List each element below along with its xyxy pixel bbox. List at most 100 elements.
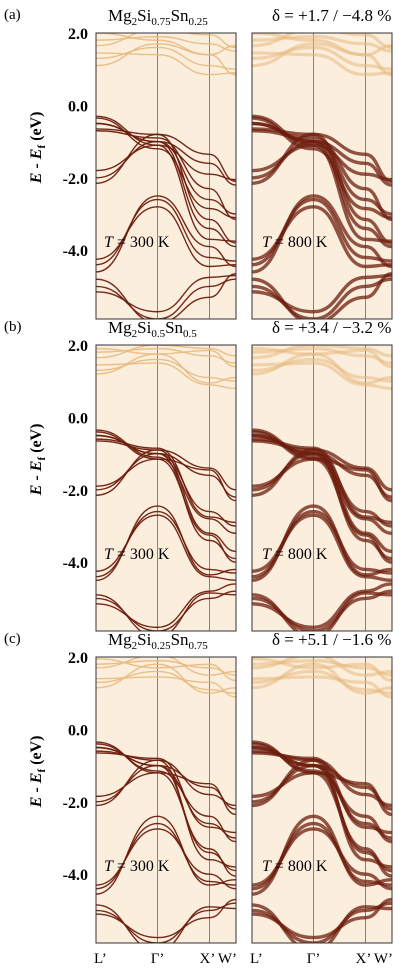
band-line [252, 662, 392, 695]
plot-300k: T = 300 K [95, 344, 237, 632]
band-line [96, 130, 236, 221]
plot-frame [251, 656, 393, 944]
panel-formula: Mg2Si0.75Sn0.25 [108, 6, 208, 28]
k-point-label: L’ [250, 951, 263, 967]
panel-delta: δ = +3.4 / −3.2 % [272, 318, 391, 337]
band-line [252, 361, 392, 391]
band-line [252, 513, 392, 583]
y-axis-label: E - Ef (eV) [28, 736, 48, 809]
band-line [252, 33, 392, 50]
band-line [252, 143, 392, 243]
panel-formula: Mg2Si0.5Sn0.5 [108, 318, 197, 340]
panel-c: (c) Mg2Si0.25Sn0.75 δ = +5.1 / −1.6 % E - E… [4, 630, 393, 967]
panel-b: (b) Mg2Si0.5Sn0.5 δ = +3.4 / −3.2 % E - Ef … [4, 318, 393, 632]
temperature-label: T = 300 K [104, 858, 170, 875]
plot-800k: T = 800 K [251, 32, 393, 320]
plot-background [96, 657, 236, 943]
band-line [96, 195, 236, 273]
band-line [96, 904, 236, 943]
band-line [96, 33, 236, 56]
band-line [96, 345, 236, 359]
temperature-label: T = 300 K [104, 546, 170, 563]
k-point-label: X’ [355, 951, 371, 967]
temperature-label: T = 300 K [104, 234, 170, 251]
band-line [252, 194, 392, 274]
k-point-label: L’ [94, 951, 107, 967]
y-tick-label: 0.0 [68, 410, 88, 427]
k-point-label: X’ [199, 951, 215, 967]
band-line [96, 144, 236, 242]
plot-background [252, 345, 392, 631]
band-line [96, 815, 236, 895]
band-line [252, 345, 392, 360]
band-line [96, 741, 236, 816]
y-tick-label: -4.0 [63, 243, 88, 260]
panel-delta: δ = +5.1 / −1.6 % [272, 630, 391, 649]
plot-background [252, 657, 392, 943]
band-line [96, 583, 236, 629]
band-line [96, 772, 236, 877]
y-axis-label: E - Ef (eV) [28, 112, 48, 185]
y-tick-label: -4.0 [63, 555, 88, 572]
plot-800k: T = 800 K L’ Γ’ X’ W’ [250, 656, 393, 967]
band-line [96, 362, 236, 390]
temperature-label: T = 800 K [262, 858, 328, 875]
plot-300k: T = 300 K L’ Γ’ X’ W’ [94, 656, 237, 967]
band-line [252, 903, 392, 943]
band-line [96, 274, 236, 313]
y-tick-label: -2.0 [63, 171, 88, 188]
y-tick-label: 2.0 [68, 338, 88, 355]
panel-label: (b) [4, 319, 22, 335]
k-point-label: Γ’ [307, 951, 321, 967]
plot-frame [251, 344, 393, 632]
panel-a: (a) Mg2Si0.75Sn0.25 δ = +1.7 / −4.8 % E - E… [4, 6, 393, 320]
band-line [96, 431, 236, 502]
band-line [252, 272, 392, 319]
band-line [252, 114, 392, 182]
band-line [96, 440, 236, 491]
plot-frame [95, 32, 237, 320]
k-point-label: Γ’ [151, 951, 165, 967]
panel-label: (a) [4, 7, 21, 23]
panel-delta: δ = +1.7 / −4.8 % [272, 6, 391, 25]
band-line [252, 430, 392, 503]
plot-frame [95, 344, 237, 632]
plot-background [96, 33, 236, 319]
y-tick-label: -2.0 [63, 483, 88, 500]
panel-formula: Mg2Si0.25Sn0.75 [108, 630, 208, 652]
plot-frame [95, 656, 237, 944]
plot-800k: T = 800 K [251, 344, 393, 632]
band-line [96, 514, 236, 582]
band-line [96, 128, 236, 183]
band-line [96, 115, 236, 181]
y-tick-label: -2.0 [63, 795, 88, 812]
band-line [96, 429, 236, 534]
band-line [252, 657, 392, 683]
band-line [96, 273, 236, 319]
band-line [96, 347, 236, 368]
plot-300k: T = 300 K [95, 32, 237, 320]
plot-background [96, 345, 236, 631]
temperature-label: T = 800 K [262, 234, 328, 251]
band-line [96, 759, 236, 868]
band-line [252, 42, 392, 77]
plot-frame [251, 32, 393, 320]
band-line [252, 740, 392, 817]
y-tick-label: 2.0 [68, 26, 88, 43]
band-line [96, 750, 236, 807]
band-line [96, 658, 236, 682]
band-line [96, 33, 236, 49]
band-line [252, 439, 392, 492]
y-tick-label: 0.0 [68, 98, 88, 115]
band-line [96, 505, 236, 582]
k-point-label: W’ [218, 951, 237, 967]
band-line [252, 771, 392, 878]
band-line [96, 663, 236, 694]
band-line [96, 43, 236, 76]
k-point-label: W’ [374, 951, 393, 967]
y-tick-label: 2.0 [68, 650, 88, 667]
temperature-label: T = 800 K [262, 546, 328, 563]
band-line [96, 592, 236, 631]
band-line [96, 353, 236, 384]
